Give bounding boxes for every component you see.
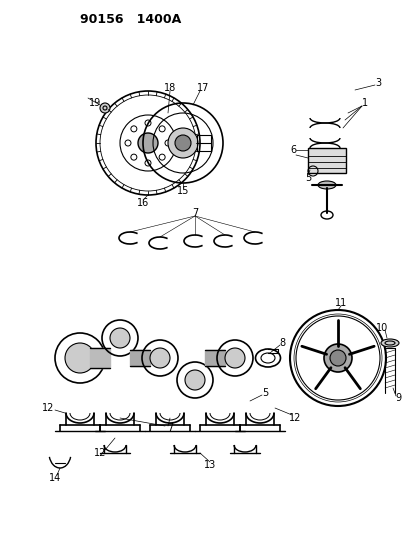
Text: 90156   1400A: 90156 1400A [80,13,181,26]
Text: 18: 18 [164,83,176,93]
Text: 7: 7 [191,208,198,218]
Circle shape [138,133,158,153]
Text: 11: 11 [334,298,346,308]
Text: 17: 17 [196,83,209,93]
Text: 12: 12 [288,413,301,423]
Text: 12: 12 [42,403,54,413]
Text: 9: 9 [394,393,400,403]
Polygon shape [130,350,150,366]
Text: 12: 12 [94,448,106,458]
Text: 3: 3 [374,78,380,88]
Text: 5: 5 [304,173,311,183]
Circle shape [329,350,345,366]
Text: 6: 6 [289,145,295,155]
Ellipse shape [317,181,335,189]
Text: 15: 15 [176,186,189,196]
Circle shape [175,135,190,151]
Circle shape [185,370,204,390]
Text: 16: 16 [137,198,149,208]
Circle shape [150,348,170,368]
Text: 13: 13 [203,460,216,470]
Circle shape [168,128,197,158]
Polygon shape [204,350,224,366]
Circle shape [323,344,351,372]
Circle shape [100,103,110,113]
Text: 7: 7 [166,423,173,433]
Ellipse shape [380,339,398,347]
Polygon shape [90,348,110,368]
Text: 19: 19 [89,98,101,108]
Text: 5: 5 [261,388,268,398]
Text: 10: 10 [375,323,387,333]
Circle shape [65,343,95,373]
Bar [307,148,345,173]
Text: 8: 8 [278,338,285,348]
Circle shape [224,348,244,368]
Text: 1: 1 [361,98,367,108]
Text: 14: 14 [49,473,61,483]
Circle shape [110,328,130,348]
